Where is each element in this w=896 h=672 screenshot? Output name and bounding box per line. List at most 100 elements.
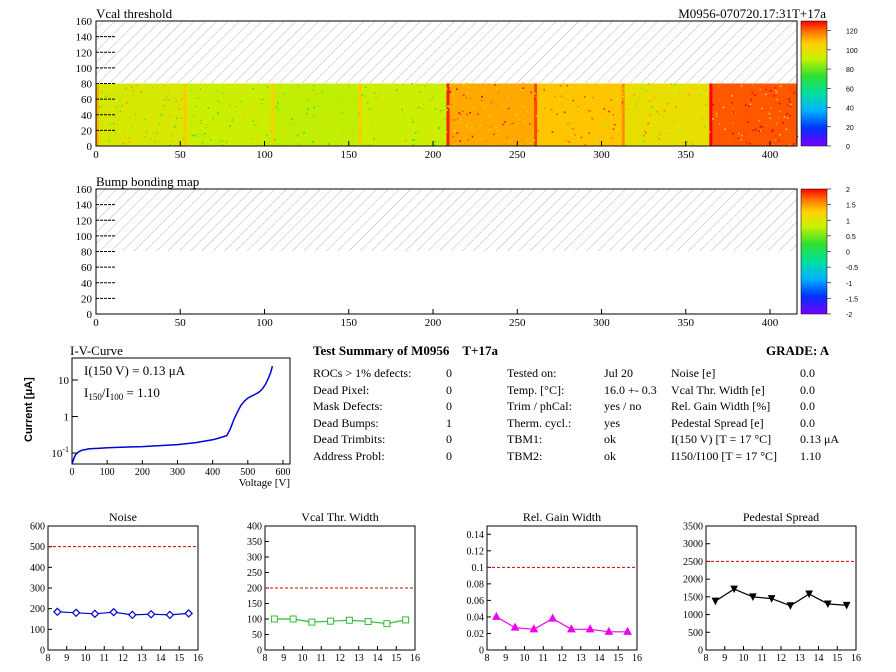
vcal-pixel	[128, 140, 130, 143]
vcal-pixel	[566, 127, 569, 130]
y-tick-label: 100	[76, 63, 93, 75]
vcal-pixel	[526, 139, 529, 142]
vcal-pixel	[418, 106, 420, 109]
vcal-pixel	[649, 114, 652, 117]
vcal-pixel	[660, 132, 663, 135]
vcal-pixel	[639, 132, 642, 135]
summary-value: yes / no	[604, 399, 642, 413]
iv-x-tick-label: 500	[240, 467, 255, 478]
vcal-pixel	[735, 87, 738, 89]
vcal-pixel	[443, 108, 445, 111]
vcal-pixel	[311, 140, 314, 143]
vcal-pixel	[564, 100, 567, 103]
vcal-pixel	[431, 130, 434, 133]
vcal-pixel	[597, 90, 600, 92]
vcal-pixel	[472, 106, 475, 109]
vcal-pixel	[201, 141, 204, 144]
vcal-pixel	[535, 115, 538, 117]
vcal-pixel	[101, 118, 104, 121]
vcal-pixel	[619, 104, 622, 107]
vcal-pixel	[674, 141, 677, 144]
vcal-pixel	[761, 126, 764, 128]
y-tick-label: 80	[81, 247, 93, 259]
vcal-pixel	[249, 110, 252, 113]
vcal-pixel	[750, 98, 753, 101]
pedestal-spread-frame	[705, 525, 857, 651]
vcal-pixel	[532, 129, 535, 131]
vcal-pixel	[744, 104, 747, 106]
vcal-pixel	[705, 104, 707, 106]
vcal-pixel	[659, 133, 662, 136]
vcal-map-pixel-noise	[96, 82, 799, 147]
vcal-pixel	[562, 100, 565, 103]
x-tick-label: 11	[99, 653, 109, 664]
vcal-pixel	[475, 124, 478, 127]
vcal-pixel	[449, 85, 451, 87]
vcal-pixel	[647, 123, 649, 125]
vcal-pixel	[786, 104, 789, 106]
vcal-pixel	[260, 129, 263, 132]
vcal-pixel	[192, 114, 195, 117]
vcal-pixel	[199, 88, 202, 90]
x-tick-label: 10	[298, 653, 308, 664]
vcal-pixel	[698, 94, 701, 97]
vcal-pixel	[266, 141, 269, 144]
vcal-pixel	[216, 114, 219, 117]
vcal-pixel	[158, 122, 161, 125]
vcal-pixel	[613, 123, 616, 126]
y-tick-label: 2500	[683, 557, 703, 568]
vcal-pixel	[194, 126, 196, 129]
gain-width-title: Rel. Gain Width	[523, 510, 601, 524]
vcal-pixel	[207, 87, 210, 90]
vcal-pixel	[754, 94, 757, 96]
vcal-pixel	[627, 108, 630, 111]
vcal-pixel	[449, 91, 452, 93]
vcal-width-point	[327, 617, 335, 625]
x-tick-label: 0	[93, 149, 99, 161]
vcal-pixel	[207, 143, 210, 146]
vcal-pixel	[439, 109, 442, 112]
vcal-pixel	[371, 109, 374, 112]
vcal-pixel	[612, 128, 615, 130]
vcal-pixel	[653, 96, 656, 99]
vcal-pixel	[193, 134, 196, 137]
vcal-pixel	[741, 134, 744, 137]
vcal-pixel	[210, 139, 212, 141]
vcal-pixel	[631, 123, 633, 125]
y-tick-label: 500	[688, 628, 703, 639]
vcal-roc-block	[709, 83, 798, 146]
vcal-pixel	[776, 98, 779, 101]
vcal-pixel	[747, 120, 750, 123]
vcal-pixel	[748, 105, 750, 107]
summary-label: Mask Defects:	[313, 399, 383, 413]
x-tick-label: 8	[704, 653, 709, 664]
vcal-pixel	[137, 101, 140, 104]
vcal-pixel	[171, 135, 174, 137]
gain-width-point	[585, 624, 595, 633]
vcal-pixel	[136, 84, 138, 87]
vcal-pixel	[199, 133, 202, 136]
x-tick-label: 11	[316, 653, 326, 664]
noise-point	[184, 609, 193, 618]
vcal-pixel	[231, 119, 234, 121]
vcal-pixel	[141, 87, 144, 90]
iv-x-tick-label: 200	[135, 467, 150, 478]
vcal-pixel	[148, 144, 150, 147]
vcal-pixel	[200, 133, 203, 136]
vcal-pixel	[594, 83, 596, 85]
vcal-pixel	[502, 123, 505, 126]
vcal-pixel	[777, 139, 780, 142]
vcal-pixel	[252, 88, 255, 90]
vcal-pixel	[421, 108, 424, 110]
vcal-pixel	[207, 107, 210, 109]
summary-label: I(150 V) [T = 17 °C]	[671, 432, 772, 446]
vcal-pixel	[318, 104, 320, 107]
vcal-pixel	[489, 102, 492, 105]
vcal-pixel	[162, 108, 165, 110]
vcal-pixel	[442, 141, 445, 144]
y-tick-label: 350	[247, 537, 262, 548]
vcal-pixel	[479, 124, 482, 126]
vcal-pixel	[570, 86, 573, 89]
